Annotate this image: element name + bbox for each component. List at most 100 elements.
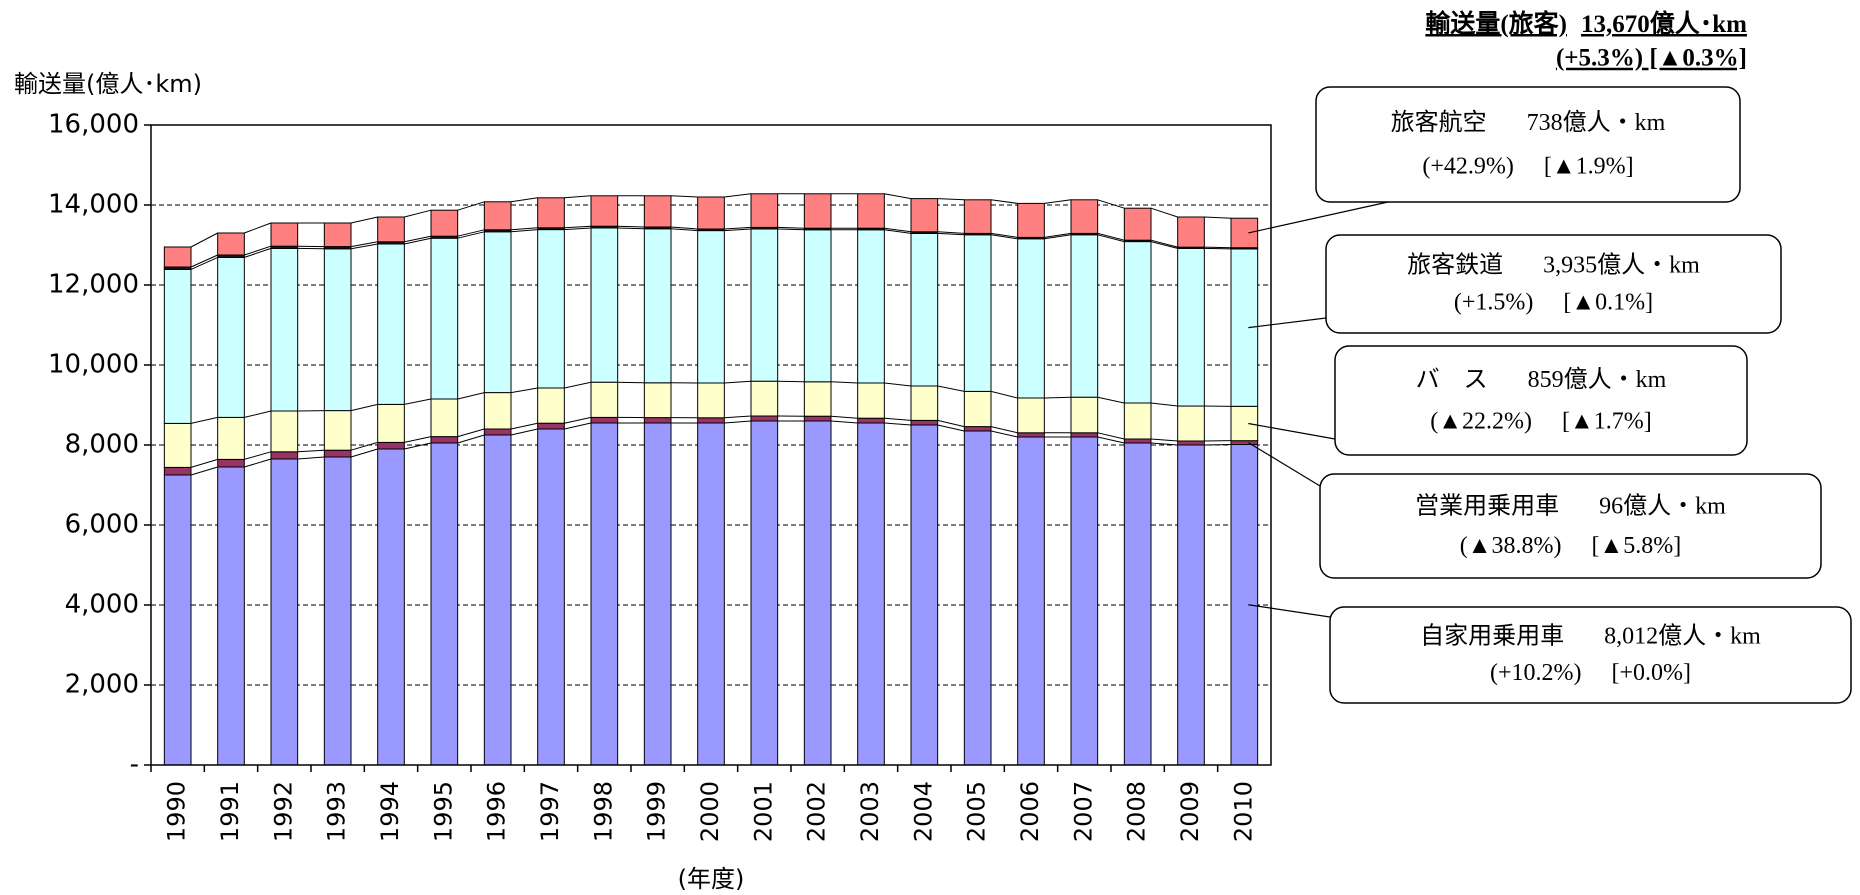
x-tick-label: 2005	[963, 781, 991, 842]
series-connector	[724, 226, 752, 230]
bar-segment	[803, 229, 832, 383]
bar-segment	[430, 398, 459, 438]
series-connector	[350, 441, 378, 451]
bar-segment	[1123, 207, 1152, 241]
legend-label: 自家用乗用車	[1420, 622, 1564, 649]
series-connector	[457, 392, 485, 400]
x-tick-label: 2002	[803, 781, 831, 842]
series-connector	[1150, 241, 1178, 249]
bar-segment	[1230, 217, 1259, 249]
callout-line: (+10.2%) [+0.0%]	[1490, 660, 1691, 686]
bar-segment	[1017, 202, 1045, 238]
bar-segment	[590, 381, 619, 418]
bar-segment	[1123, 241, 1152, 404]
series-connector	[457, 428, 485, 438]
bar-segment	[963, 390, 992, 428]
series-connector	[937, 385, 965, 392]
x-tick-label: 2001	[749, 781, 777, 842]
bar-segment	[1070, 234, 1099, 398]
series-connector	[510, 428, 538, 436]
legend-label: 営業用乗用車	[1415, 492, 1559, 519]
callout-box	[1329, 606, 1852, 704]
callout-line: バ ス 859億人・km	[1416, 365, 1667, 392]
bar-segment	[1177, 440, 1205, 446]
series-connector	[670, 228, 698, 232]
series-connector	[457, 434, 485, 444]
bar-segment	[857, 417, 885, 424]
bar-segment	[270, 247, 299, 412]
bar-segment	[1230, 440, 1259, 446]
series-connector	[1150, 239, 1178, 248]
series-connector	[244, 451, 272, 460]
series-connector	[1204, 247, 1232, 250]
series-connector	[244, 247, 272, 258]
series-connector	[510, 197, 538, 203]
y-tick-label: -	[130, 750, 139, 780]
series-connector	[937, 231, 965, 234]
series-connector	[937, 232, 965, 236]
bar-segment	[590, 195, 619, 227]
series-connector	[1097, 234, 1125, 243]
x-tick-label: 1995	[429, 781, 457, 842]
header: 輸送量(旅客) 13,670億人･km	[1425, 9, 1747, 38]
plot-border	[150, 124, 1272, 766]
bar-segment	[750, 415, 779, 422]
callout-pointer	[1248, 422, 1336, 440]
series-connector	[617, 225, 645, 228]
bar-segment	[1070, 199, 1099, 234]
y-tick-label: 6,000	[65, 510, 139, 540]
series-connector	[1097, 396, 1125, 404]
series-connector	[190, 466, 218, 476]
bar-segment	[163, 268, 192, 424]
bar-segment	[377, 216, 405, 243]
bar-segment	[483, 231, 512, 394]
series-connector	[884, 382, 912, 387]
series-connector	[1097, 232, 1125, 241]
bar-segment	[377, 441, 405, 450]
bar-segment	[803, 193, 832, 229]
series-connector	[830, 381, 858, 384]
bar-segment	[1230, 444, 1259, 766]
bar-segment	[217, 466, 245, 766]
series-connector	[830, 415, 858, 419]
bar-segment	[750, 380, 779, 417]
bar-segment	[857, 229, 885, 384]
x-axis-label: (年度)	[678, 865, 745, 893]
series-connector	[884, 193, 912, 200]
bar-segment	[270, 410, 299, 453]
series-connector	[190, 254, 218, 268]
bar-segment	[697, 422, 725, 766]
y-tick-label: 2,000	[65, 670, 139, 700]
bar-segment	[1230, 248, 1259, 407]
x-tick-label: 1999	[643, 781, 671, 842]
series-connector	[350, 241, 378, 248]
bar-segment	[1017, 238, 1045, 399]
y-tick-label: 14,000	[48, 190, 139, 220]
series-connector	[830, 420, 858, 424]
callout-yoy: [▲1.9%]	[1544, 153, 1634, 179]
series-connector	[884, 229, 912, 234]
callout-pointer	[1248, 604, 1331, 618]
series-connector	[244, 245, 272, 256]
bar-segment	[1177, 247, 1205, 407]
x-tick-label: 2003	[856, 781, 884, 842]
bar-segment	[430, 442, 459, 766]
x-tick-label: 2000	[696, 781, 724, 842]
series-connector	[777, 226, 805, 229]
series-connector	[564, 416, 592, 424]
series-connector	[884, 417, 912, 421]
bar-segment	[643, 422, 672, 766]
callout-change: (+10.2%)	[1490, 660, 1582, 686]
series-connector	[937, 419, 965, 428]
series-connector	[297, 456, 325, 460]
bar-segment	[590, 416, 619, 424]
bar-segment	[857, 422, 885, 766]
bar-segment	[537, 422, 565, 430]
series-connector	[244, 410, 272, 418]
bar-segment	[430, 237, 459, 400]
series-connector	[297, 449, 325, 453]
series-connector	[510, 227, 538, 231]
series-connector	[1044, 234, 1072, 240]
bar-segment	[483, 428, 512, 436]
x-tick-label: 1992	[269, 781, 297, 842]
